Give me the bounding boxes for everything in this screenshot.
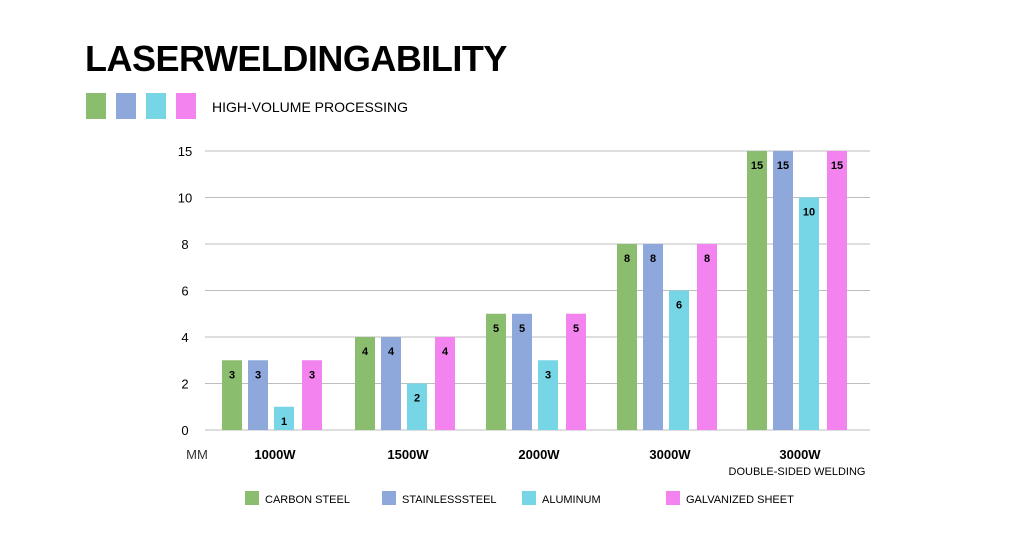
bar-galvanized-sheet xyxy=(697,244,717,430)
data-label: 1 xyxy=(281,416,287,428)
data-label: 8 xyxy=(650,253,656,265)
bar-galvanized-sheet xyxy=(566,313,586,430)
bar-galvanized-sheet xyxy=(827,151,847,430)
swatch-galvanized-sheet xyxy=(176,93,196,119)
legend-swatch xyxy=(522,491,536,505)
data-label: 5 xyxy=(573,323,579,335)
bar-carbon-steel xyxy=(617,244,637,430)
data-label: 6 xyxy=(676,300,682,312)
y-tick-label: 2 xyxy=(181,377,188,392)
bar-aluminum xyxy=(799,197,819,430)
bar-carbon-steel xyxy=(355,337,375,430)
data-label: 4 xyxy=(388,346,395,358)
data-label: 15 xyxy=(831,160,843,172)
bar-aluminum xyxy=(538,360,558,430)
bar-stainlesssteel xyxy=(248,360,268,430)
data-label: 2 xyxy=(414,393,420,405)
x-tick-label: 1000W xyxy=(254,447,296,462)
bar-galvanized-sheet xyxy=(435,337,455,430)
bar-aluminum xyxy=(669,290,689,430)
data-label: 8 xyxy=(704,253,710,265)
legend-swatch xyxy=(382,491,396,505)
bar-stainlesssteel xyxy=(643,244,663,430)
data-label: 10 xyxy=(803,207,815,219)
bar-galvanized-sheet xyxy=(302,360,322,430)
legend-label: CARBON STEEL xyxy=(265,494,350,506)
bar-aluminum xyxy=(274,406,294,430)
x-tick-label: 3000W xyxy=(649,447,691,462)
data-label: 3 xyxy=(229,369,235,381)
data-label: 15 xyxy=(751,160,763,172)
y-axis-unit-label: MM xyxy=(186,447,208,462)
swatch-carbon-steel xyxy=(86,93,106,119)
bar-stainlesssteel xyxy=(512,313,532,430)
data-label: 5 xyxy=(493,323,499,335)
y-tick-label: 15 xyxy=(178,144,192,159)
y-tick-label: 10 xyxy=(178,191,192,206)
data-label: 3 xyxy=(255,369,261,381)
subtitle: HIGH-VOLUME PROCESSING xyxy=(212,99,409,115)
legend-label: GALVANIZED SHEET xyxy=(686,494,794,506)
data-label: 4 xyxy=(362,346,369,358)
bar-carbon-steel xyxy=(747,151,767,430)
bar-aluminum xyxy=(407,383,427,430)
x-tick-label: 3000W xyxy=(779,447,821,462)
data-label: 4 xyxy=(442,346,449,358)
bar-stainlesssteel xyxy=(381,337,401,430)
bar-stainlesssteel xyxy=(773,151,793,430)
x-tick-label: 1500W xyxy=(387,447,429,462)
bar-carbon-steel xyxy=(222,360,242,430)
data-label: 3 xyxy=(309,369,315,381)
x-tick-label: 2000W xyxy=(518,447,560,462)
bar-carbon-steel xyxy=(486,313,506,430)
swatch-stainless-steel xyxy=(116,93,136,119)
legend-label: ALUMINUM xyxy=(542,494,601,506)
legend-swatch xyxy=(245,491,259,505)
data-label: 15 xyxy=(777,160,789,172)
legend-label: STAINLESSSTEEL xyxy=(402,494,497,506)
y-tick-label: 6 xyxy=(181,284,188,299)
y-tick-label: 4 xyxy=(181,330,188,345)
legend-swatch xyxy=(666,491,680,505)
y-tick-label: 8 xyxy=(181,237,188,252)
y-tick-label: 0 xyxy=(181,423,188,438)
data-label: 8 xyxy=(624,253,630,265)
swatch-aluminum xyxy=(146,93,166,119)
data-label: 3 xyxy=(545,369,551,381)
page-title: LASERWELDINGABILITY xyxy=(85,38,507,79)
data-label: 5 xyxy=(519,323,525,335)
color-swatches xyxy=(86,93,196,119)
x-tick-sublabel: DOUBLE-SIDED WELDING xyxy=(729,466,866,478)
